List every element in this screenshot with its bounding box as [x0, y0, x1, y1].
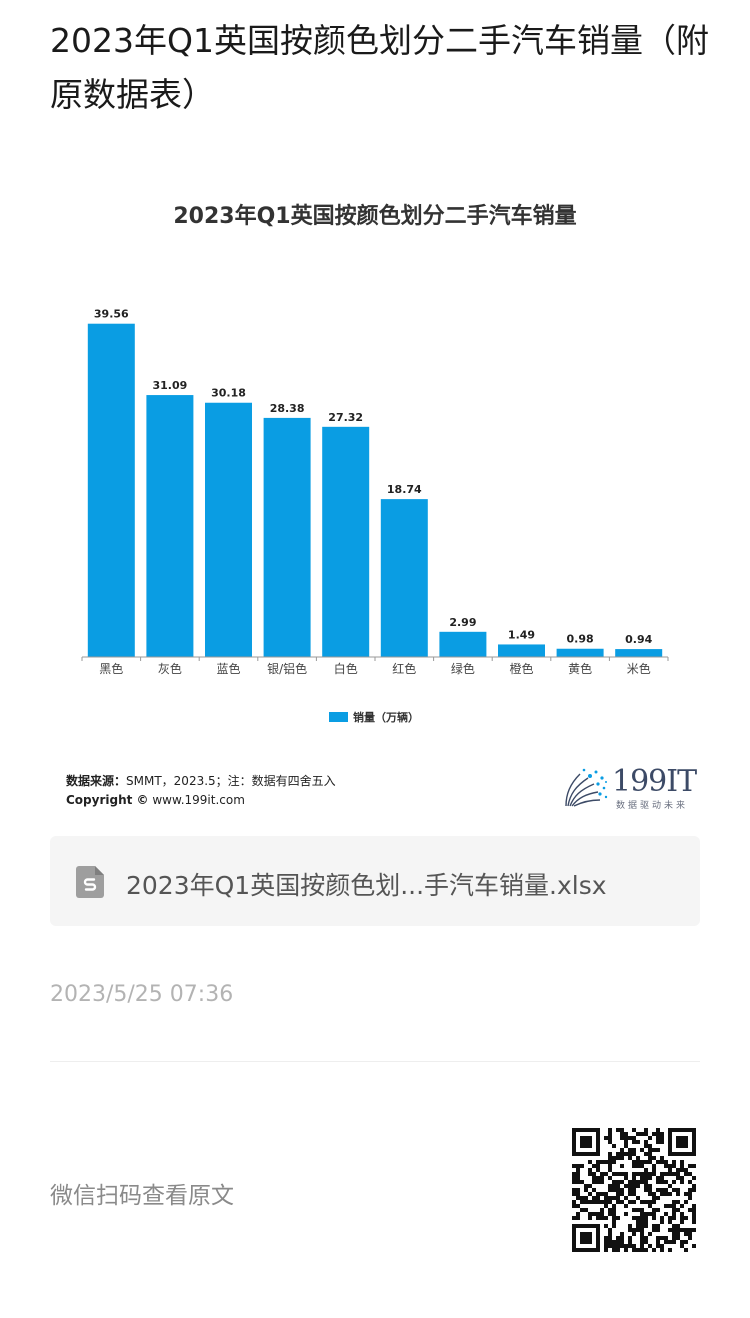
x-tick-label: 橙色 — [509, 661, 533, 676]
bar-value-label: 1.49 — [508, 628, 535, 641]
bar-value-label: 18.74 — [387, 483, 422, 496]
data-source-note: 数据来源：SMMT，2023.5；注：数据有四舍五入 — [66, 772, 336, 789]
brand-logo: 199IT 数据驱动未来 — [560, 764, 700, 812]
bar-chart: 39.56 黑色 31.09 灰色 30.18 蓝色 28.38 银/铝色 27.32 白色 18.… — [81, 308, 669, 724]
bar-value-label: 2.99 — [449, 616, 476, 629]
bar-value-label: 39.56 — [94, 308, 129, 321]
bar-value-label: 0.94 — [625, 633, 652, 646]
qr-code-icon[interactable] — [572, 1128, 696, 1252]
attachment-file-name[interactable]: 2023年Q1英国按颜色划...手汽车销量.xlsx — [126, 871, 607, 900]
x-tick-label: 绿色 — [451, 661, 475, 676]
chart-image: 39.56 黑色 31.09 灰色 30.18 蓝色 28.38 银/铝色 27.32 白色 18.… — [50, 180, 700, 820]
bar — [615, 649, 663, 657]
spreadsheet-file-icon — [76, 866, 104, 898]
bar — [146, 395, 194, 657]
x-tick-label: 黄色 — [568, 662, 592, 676]
bar-value-label: 0.98 — [567, 633, 594, 646]
qr-modules — [572, 1128, 696, 1252]
bar — [439, 631, 487, 657]
bar — [556, 648, 604, 657]
publish-time: 2023/5/25 07:36 — [50, 982, 234, 1007]
x-tick-label: 蓝色 — [216, 662, 240, 676]
brand-name: 199IT — [612, 764, 697, 799]
bar — [380, 499, 428, 657]
bar-value-label: 30.18 — [211, 387, 246, 400]
x-tick-label: 黑色 — [99, 662, 123, 676]
bar-value-label: 28.38 — [270, 402, 305, 415]
article-title: 2023年Q1英国按颜色划分二手汽车销量（附原数据表） — [50, 21, 709, 114]
bar — [205, 402, 252, 657]
x-tick-label: 白色 — [334, 661, 358, 676]
x-tick-label: 灰色 — [158, 662, 182, 676]
legend-label: 销量（万辆） — [353, 710, 419, 724]
x-tick-label: 米色 — [627, 662, 651, 676]
bar — [322, 426, 370, 657]
source-text: SMMT，2023.5；注：数据有四舍五入 — [126, 774, 336, 788]
bar — [87, 323, 135, 657]
brand-mark-icon — [565, 768, 608, 807]
qr-hint-text: 微信扫码查看原文 — [50, 1183, 234, 1209]
bar — [498, 644, 545, 657]
bar-value-label: 31.09 — [153, 379, 188, 392]
x-tick-label: 红色 — [392, 661, 416, 676]
x-tick-label: 银/铝色 — [267, 661, 307, 676]
copyright-label: Copyright © — [66, 793, 149, 807]
source-label: 数据来源： — [66, 774, 127, 788]
copyright-url: www.199it.com — [148, 793, 245, 807]
bar-value-label: 27.32 — [328, 411, 363, 424]
legend-swatch — [329, 712, 348, 722]
attachment-card[interactable]: 2023年Q1英国按颜色划...手汽车销量.xlsx — [50, 836, 700, 926]
copyright-note: Copyright © www.199it.com — [66, 793, 245, 807]
bar — [263, 417, 311, 657]
brand-slogan: 数据驱动未来 — [616, 801, 689, 811]
divider — [50, 1061, 700, 1062]
chart-title: 2023年Q1英国按颜色划分二手汽车销量 — [173, 204, 577, 229]
